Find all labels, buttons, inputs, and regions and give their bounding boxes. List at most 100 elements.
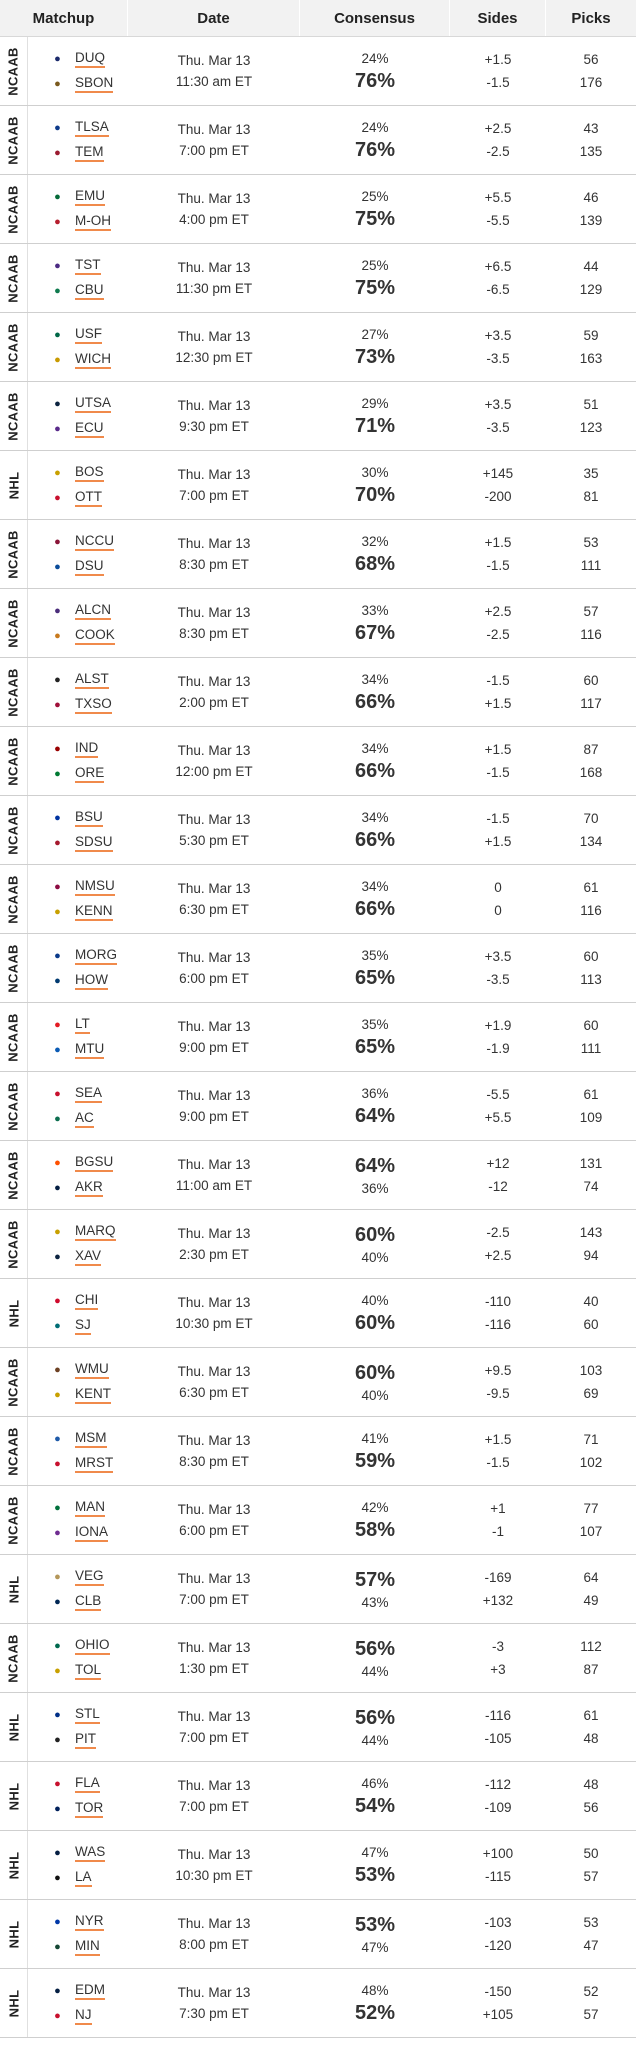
home-team-link[interactable]: SJ bbox=[75, 1317, 91, 1335]
matchup-row[interactable]: NCAAB ● MSM ● MRST Thu. Mar 13 8:30 pm E… bbox=[0, 1417, 636, 1486]
away-team-link[interactable]: MORG bbox=[75, 947, 117, 965]
matchup-row[interactable]: NCAAB ● MARQ ● XAV Thu. Mar 13 2:30 pm E… bbox=[0, 1210, 636, 1279]
league-label: NCAAB bbox=[0, 727, 28, 795]
home-team-link[interactable]: AKR bbox=[75, 1179, 103, 1197]
away-team-link[interactable]: USF bbox=[75, 326, 102, 344]
home-team-link[interactable]: WICH bbox=[75, 351, 111, 369]
wich-logo-icon: ● bbox=[54, 353, 61, 366]
away-team-link[interactable]: LT bbox=[75, 1016, 90, 1034]
away-team-link[interactable]: SEA bbox=[75, 1085, 103, 1103]
matchup-row[interactable]: NCAAB ● MORG ● HOW Thu. Mar 13 6:00 pm E… bbox=[0, 934, 636, 1003]
home-team-link[interactable]: TOR bbox=[75, 1800, 104, 1818]
home-team-link[interactable]: KENT bbox=[75, 1386, 112, 1404]
matchup-row[interactable]: NCAAB ● ALST ● TXSO Thu. Mar 13 2:00 pm … bbox=[0, 658, 636, 727]
matchup-row[interactable]: NCAAB ● MAN ● IONA Thu. Mar 13 6:00 pm E… bbox=[0, 1486, 636, 1555]
matchup-row[interactable]: NCAAB ● TLSA ● TEM Thu. Mar 13 7:00 pm E… bbox=[0, 106, 636, 175]
away-team-link[interactable]: BGSU bbox=[75, 1154, 114, 1172]
away-team-link[interactable]: BSU bbox=[75, 809, 103, 827]
away-team-link[interactable]: DUQ bbox=[75, 50, 105, 68]
matchup-row[interactable]: NCAAB ● EMU ● M-OH Thu. Mar 13 4:00 pm E… bbox=[0, 175, 636, 244]
matchup-row[interactable]: NHL ● FLA ● TOR Thu. Mar 13 7:00 pm ET 4… bbox=[0, 1762, 636, 1831]
matchup-row[interactable]: NCAAB ● DUQ ● SBON Thu. Mar 13 11:30 am … bbox=[0, 37, 636, 106]
away-team-link[interactable]: VEG bbox=[75, 1568, 104, 1586]
away-team-link[interactable]: NMSU bbox=[75, 878, 115, 896]
away-team-link[interactable]: FLA bbox=[75, 1775, 100, 1793]
home-team-link[interactable]: OTT bbox=[75, 489, 102, 507]
matchup-row[interactable]: NCAAB ● USF ● WICH Thu. Mar 13 12:30 pm … bbox=[0, 313, 636, 382]
header-consensus[interactable]: Consensus bbox=[300, 0, 450, 36]
matchup-row[interactable]: NHL ● WAS ● LA Thu. Mar 13 10:30 pm ET 4… bbox=[0, 1831, 636, 1900]
away-team-link[interactable]: CHI bbox=[75, 1292, 99, 1310]
home-team-link[interactable]: PIT bbox=[75, 1731, 97, 1749]
home-team-link[interactable]: CBU bbox=[75, 282, 104, 300]
home-team-link[interactable]: NJ bbox=[75, 2007, 92, 2025]
matchup-row[interactable]: NHL ● EDM ● NJ Thu. Mar 13 7:30 pm ET 48… bbox=[0, 1969, 636, 2038]
home-team-link[interactable]: SBON bbox=[75, 75, 114, 93]
away-team-link[interactable]: UTSA bbox=[75, 395, 112, 413]
away-team-link[interactable]: MSM bbox=[75, 1430, 107, 1448]
away-team-link[interactable]: EDM bbox=[75, 1982, 105, 2000]
away-team-link[interactable]: TLSA bbox=[75, 119, 109, 137]
away-team-link[interactable]: STL bbox=[75, 1706, 100, 1724]
away-team-link[interactable]: OHIO bbox=[75, 1637, 110, 1655]
matchup-row[interactable]: NCAAB ● LT ● MTU Thu. Mar 13 9:00 pm ET … bbox=[0, 1003, 636, 1072]
home-team-link[interactable]: AC bbox=[75, 1110, 94, 1128]
away-team-link[interactable]: IND bbox=[75, 740, 99, 758]
away-team: ● WAS bbox=[50, 1843, 128, 1862]
home-team-link[interactable]: TXSO bbox=[75, 696, 112, 714]
home-team-link[interactable]: ECU bbox=[75, 420, 104, 438]
matchup-row[interactable]: NCAAB ● NCCU ● DSU Thu. Mar 13 8:30 pm E… bbox=[0, 520, 636, 589]
away-consensus: 35% bbox=[361, 1016, 389, 1032]
matchup-row[interactable]: NCAAB ● OHIO ● TOL Thu. Mar 13 1:30 pm E… bbox=[0, 1624, 636, 1693]
league-label: NCAAB bbox=[0, 106, 28, 174]
away-team-link[interactable]: WMU bbox=[75, 1361, 109, 1379]
home-team-link[interactable]: LA bbox=[75, 1869, 92, 1887]
matchup-row[interactable]: NCAAB ● UTSA ● ECU Thu. Mar 13 9:30 pm E… bbox=[0, 382, 636, 451]
matchup-row[interactable]: NCAAB ● WMU ● KENT Thu. Mar 13 6:30 pm E… bbox=[0, 1348, 636, 1417]
home-team-link[interactable]: XAV bbox=[75, 1248, 102, 1266]
away-team-link[interactable]: NCCU bbox=[75, 533, 114, 551]
home-team-link[interactable]: TEM bbox=[75, 144, 104, 162]
matchup-row[interactable]: NCAAB ● BGSU ● AKR Thu. Mar 13 11:00 am … bbox=[0, 1141, 636, 1210]
away-team-link[interactable]: BOS bbox=[75, 464, 104, 482]
away-team-link[interactable]: MAN bbox=[75, 1499, 105, 1517]
header-sides[interactable]: Sides bbox=[450, 0, 546, 36]
home-team: ● WICH bbox=[50, 350, 128, 369]
home-team-link[interactable]: TOL bbox=[75, 1662, 102, 1680]
away-team-link[interactable]: MARQ bbox=[75, 1223, 116, 1241]
home-team-link[interactable]: DSU bbox=[75, 558, 104, 576]
home-team-link[interactable]: M-OH bbox=[75, 213, 111, 231]
header-date[interactable]: Date bbox=[128, 0, 300, 36]
matchup-row[interactable]: NHL ● NYR ● MIN Thu. Mar 13 8:00 pm ET 5… bbox=[0, 1900, 636, 1969]
matchup-row[interactable]: NHL ● STL ● PIT Thu. Mar 13 7:00 pm ET 5… bbox=[0, 1693, 636, 1762]
away-picks: 52 bbox=[583, 1984, 599, 1999]
matchup-row[interactable]: NCAAB ● TST ● CBU Thu. Mar 13 11:30 pm E… bbox=[0, 244, 636, 313]
home-team-link[interactable]: HOW bbox=[75, 972, 108, 990]
home-team-link[interactable]: ORE bbox=[75, 765, 105, 783]
home-team-link[interactable]: COOK bbox=[75, 627, 115, 645]
matchup-row[interactable]: NHL ● CHI ● SJ Thu. Mar 13 10:30 pm ET 4… bbox=[0, 1279, 636, 1348]
matchup-row[interactable]: NHL ● VEG ● CLB Thu. Mar 13 7:00 pm ET 5… bbox=[0, 1555, 636, 1624]
away-team-link[interactable]: ALST bbox=[75, 671, 109, 689]
home-team-link[interactable]: IONA bbox=[75, 1524, 109, 1542]
matchup-row[interactable]: NCAAB ● SEA ● AC Thu. Mar 13 9:00 pm ET … bbox=[0, 1072, 636, 1141]
home-team-link[interactable]: SDSU bbox=[75, 834, 113, 852]
away-team-link[interactable]: EMU bbox=[75, 188, 105, 206]
header-picks[interactable]: Picks bbox=[571, 9, 611, 27]
header-matchup[interactable]: Matchup bbox=[0, 0, 128, 36]
away-team-link[interactable]: ALCN bbox=[75, 602, 112, 620]
matchup-row[interactable]: NHL ● BOS ● OTT Thu. Mar 13 7:00 pm ET 3… bbox=[0, 451, 636, 520]
away-team-link[interactable]: TST bbox=[75, 257, 101, 275]
teams-cell: ● UTSA ● ECU bbox=[28, 382, 128, 450]
matchup-row[interactable]: NCAAB ● ALCN ● COOK Thu. Mar 13 8:30 pm … bbox=[0, 589, 636, 658]
home-team-link[interactable]: MRST bbox=[75, 1455, 114, 1473]
matchup-row[interactable]: NCAAB ● NMSU ● KENN Thu. Mar 13 6:30 pm … bbox=[0, 865, 636, 934]
home-team-link[interactable]: KENN bbox=[75, 903, 113, 921]
home-team-link[interactable]: CLB bbox=[75, 1593, 102, 1611]
home-team-link[interactable]: MTU bbox=[75, 1041, 105, 1059]
away-team-link[interactable]: WAS bbox=[75, 1844, 106, 1862]
home-team-link[interactable]: MIN bbox=[75, 1938, 100, 1956]
matchup-row[interactable]: NCAAB ● IND ● ORE Thu. Mar 13 12:00 pm E… bbox=[0, 727, 636, 796]
matchup-row[interactable]: NCAAB ● BSU ● SDSU Thu. Mar 13 5:30 pm E… bbox=[0, 796, 636, 865]
away-team-link[interactable]: NYR bbox=[75, 1913, 104, 1931]
